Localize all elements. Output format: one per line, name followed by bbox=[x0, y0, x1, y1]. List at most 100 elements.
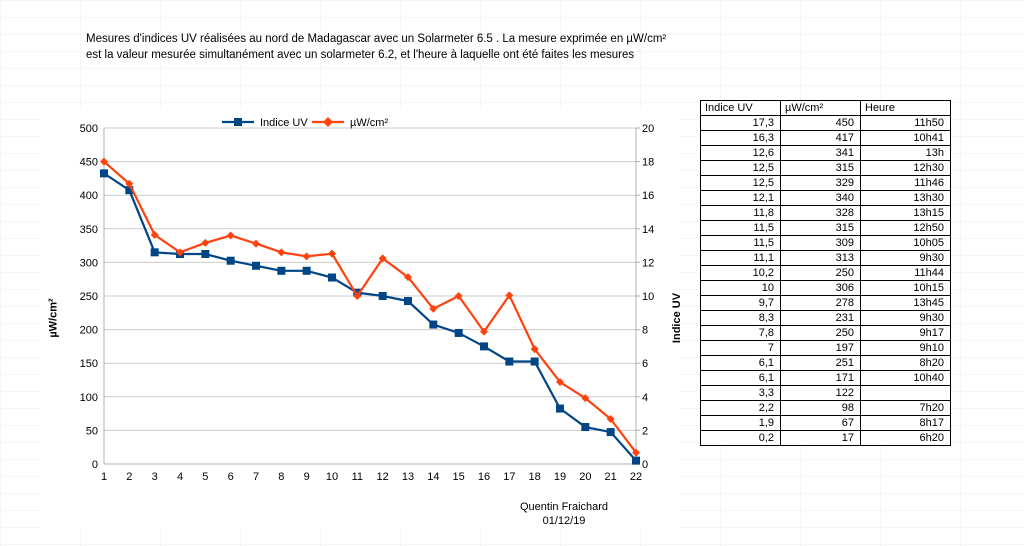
table-cell: 13h15 bbox=[861, 206, 951, 221]
table-row: 10,225011h44 bbox=[701, 266, 951, 281]
svg-text:150: 150 bbox=[80, 358, 98, 370]
chart-svg: 0501001502002503003504004505000246810121… bbox=[40, 108, 680, 528]
svg-text:µW/cm²: µW/cm² bbox=[350, 117, 388, 129]
description-line1: Mesures d'indices UV réalisées au nord d… bbox=[86, 33, 666, 45]
table-cell: 11h44 bbox=[861, 266, 951, 281]
table-cell: 250 bbox=[781, 266, 861, 281]
svg-text:17: 17 bbox=[503, 471, 515, 483]
svg-text:Indice UV: Indice UV bbox=[260, 117, 308, 129]
svg-text:300: 300 bbox=[80, 257, 98, 269]
table-cell: 7h20 bbox=[861, 401, 951, 416]
table-row: 16,341710h41 bbox=[701, 131, 951, 146]
svg-text:18: 18 bbox=[642, 157, 654, 169]
table-cell: 3,3 bbox=[701, 386, 781, 401]
table-cell: 16,3 bbox=[701, 131, 781, 146]
table-cell: 231 bbox=[781, 311, 861, 326]
table-header-heure: Heure bbox=[861, 101, 951, 116]
table-cell: 9h30 bbox=[861, 251, 951, 266]
table-cell: 12,5 bbox=[701, 176, 781, 191]
svg-text:19: 19 bbox=[554, 471, 566, 483]
table-row: 3,3122 bbox=[701, 386, 951, 401]
svg-text:18: 18 bbox=[529, 471, 541, 483]
svg-text:2: 2 bbox=[126, 471, 132, 483]
data-table: Indice UV µW/cm² Heure 17,345011h5016,34… bbox=[700, 100, 951, 446]
table-cell: 122 bbox=[781, 386, 861, 401]
table-row: 11,531512h50 bbox=[701, 221, 951, 236]
table-cell: 11h50 bbox=[861, 116, 951, 131]
table-cell: 7 bbox=[701, 341, 781, 356]
table-cell: 341 bbox=[781, 146, 861, 161]
svg-text:16: 16 bbox=[642, 190, 654, 202]
table-cell: 197 bbox=[781, 341, 861, 356]
svg-text:450: 450 bbox=[80, 157, 98, 169]
description-line2: est la valeur mesurée simultanément avec… bbox=[86, 49, 634, 61]
svg-text:12: 12 bbox=[642, 257, 654, 269]
table-cell: 10 bbox=[701, 281, 781, 296]
table-row: 12,634113h bbox=[701, 146, 951, 161]
table-cell: 171 bbox=[781, 371, 861, 386]
svg-text:5: 5 bbox=[202, 471, 208, 483]
svg-text:10: 10 bbox=[642, 291, 654, 303]
table-cell: 2,2 bbox=[701, 401, 781, 416]
table-cell: 11,1 bbox=[701, 251, 781, 266]
table-cell: 11h46 bbox=[861, 176, 951, 191]
table-row: 6,117110h40 bbox=[701, 371, 951, 386]
svg-text:3: 3 bbox=[152, 471, 158, 483]
table-cell: 9h30 bbox=[861, 311, 951, 326]
table-row: 12,532911h46 bbox=[701, 176, 951, 191]
svg-text:2: 2 bbox=[642, 425, 648, 437]
table-cell: 12,1 bbox=[701, 191, 781, 206]
table-cell: 309 bbox=[781, 236, 861, 251]
svg-text:7: 7 bbox=[253, 471, 259, 483]
author-name: Quentin Fraichard bbox=[520, 501, 608, 513]
table-cell: 67 bbox=[781, 416, 861, 431]
svg-text:22: 22 bbox=[630, 471, 642, 483]
table-cell: 10h15 bbox=[861, 281, 951, 296]
table-row: 0,2176h20 bbox=[701, 431, 951, 446]
y-left-axis-label: µW/cm² bbox=[48, 298, 60, 337]
table-cell: 6h20 bbox=[861, 431, 951, 446]
table-row: 11,13139h30 bbox=[701, 251, 951, 266]
table-row: 1,9678h17 bbox=[701, 416, 951, 431]
table-cell: 1,9 bbox=[701, 416, 781, 431]
svg-text:20: 20 bbox=[642, 123, 654, 135]
svg-text:16: 16 bbox=[478, 471, 490, 483]
table-header-uw: µW/cm² bbox=[781, 101, 861, 116]
svg-text:350: 350 bbox=[80, 224, 98, 236]
author-block: Quentin Fraichard 01/12/19 bbox=[520, 500, 608, 529]
svg-text:4: 4 bbox=[642, 392, 648, 404]
table-row: 1030610h15 bbox=[701, 281, 951, 296]
svg-text:20: 20 bbox=[579, 471, 591, 483]
table-cell: 450 bbox=[781, 116, 861, 131]
table-cell: 10h05 bbox=[861, 236, 951, 251]
table-cell bbox=[861, 386, 951, 401]
table-cell: 12,5 bbox=[701, 161, 781, 176]
table-row: 11,530910h05 bbox=[701, 236, 951, 251]
description-text: Mesures d'indices UV réalisées au nord d… bbox=[86, 32, 676, 63]
svg-text:6: 6 bbox=[642, 358, 648, 370]
table-cell: 12h30 bbox=[861, 161, 951, 176]
table-cell: 8h20 bbox=[861, 356, 951, 371]
table-cell: 250 bbox=[781, 326, 861, 341]
svg-text:21: 21 bbox=[605, 471, 617, 483]
svg-text:4: 4 bbox=[177, 471, 183, 483]
table-cell: 417 bbox=[781, 131, 861, 146]
table-row: 9,727813h45 bbox=[701, 296, 951, 311]
svg-text:8: 8 bbox=[642, 325, 648, 337]
table-cell: 8h17 bbox=[861, 416, 951, 431]
table-cell: 17 bbox=[781, 431, 861, 446]
svg-text:100: 100 bbox=[80, 392, 98, 404]
table-header-indice: Indice UV bbox=[701, 101, 781, 116]
table-row: 12,134013h30 bbox=[701, 191, 951, 206]
table-cell: 329 bbox=[781, 176, 861, 191]
table-cell: 13h45 bbox=[861, 296, 951, 311]
table-cell: 315 bbox=[781, 221, 861, 236]
svg-text:12: 12 bbox=[377, 471, 389, 483]
table-cell: 6,1 bbox=[701, 356, 781, 371]
table-cell: 9h10 bbox=[861, 341, 951, 356]
svg-text:0: 0 bbox=[642, 459, 648, 471]
svg-text:1: 1 bbox=[101, 471, 107, 483]
table-cell: 315 bbox=[781, 161, 861, 176]
table-cell: 7,8 bbox=[701, 326, 781, 341]
table-row: 12,531512h30 bbox=[701, 161, 951, 176]
